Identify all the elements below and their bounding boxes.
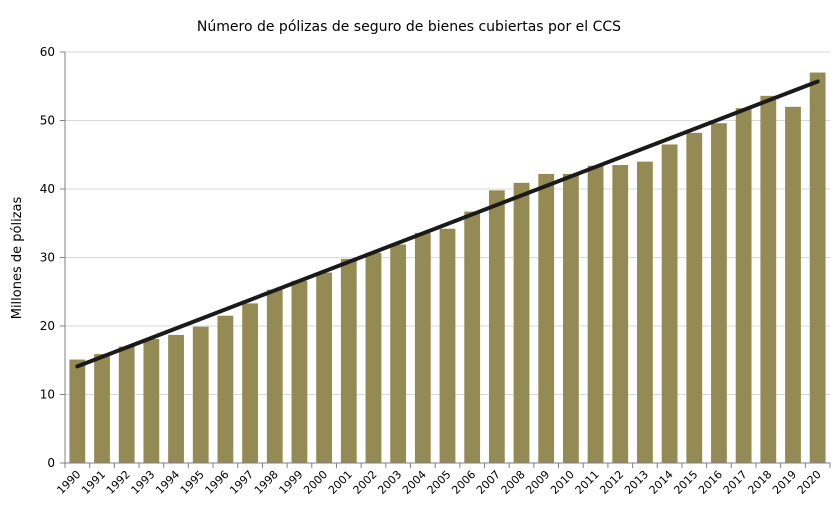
y-tick-label: 20	[40, 319, 55, 333]
bar	[488, 190, 505, 463]
bar	[168, 334, 184, 463]
x-tick-label: 1993	[129, 468, 158, 497]
bar	[94, 354, 110, 463]
x-tick-label: 2017	[721, 468, 750, 497]
bar	[390, 244, 407, 463]
x-tick-label: 1998	[252, 468, 281, 497]
bar	[414, 232, 431, 463]
x-tick-label: 2012	[597, 468, 626, 497]
bar	[538, 173, 555, 463]
bar	[266, 289, 283, 463]
x-tick-label: 2019	[770, 468, 799, 497]
x-tick-label: 2011	[573, 468, 602, 497]
x-tick-label: 2007	[474, 468, 503, 497]
bar	[217, 315, 234, 463]
bar	[661, 144, 678, 463]
bar	[513, 182, 530, 463]
x-tick-label: 2010	[548, 468, 577, 497]
x-tick-label: 1991	[79, 468, 108, 497]
y-tick-label: 30	[40, 251, 55, 265]
bar	[118, 346, 135, 463]
bar	[439, 228, 456, 463]
x-tick-label: 2001	[326, 468, 355, 497]
x-tick-label: 2008	[499, 468, 528, 497]
bar	[711, 123, 727, 464]
x-tick-label: 2003	[375, 468, 404, 497]
bar	[686, 132, 703, 463]
trendline-group	[75, 79, 820, 369]
bar	[291, 280, 308, 463]
x-tick-label: 2018	[745, 468, 774, 497]
bar	[340, 258, 357, 463]
x-tick-label: 2009	[523, 468, 552, 497]
x-tick-label: 2006	[449, 468, 478, 497]
bar	[69, 359, 86, 463]
bar	[562, 173, 579, 463]
x-tick-label: 1996	[203, 468, 232, 497]
bar	[143, 339, 160, 463]
y-tick-label: 50	[40, 114, 55, 128]
x-tick-label: 1999	[277, 468, 306, 497]
y-tick-label: 10	[40, 388, 55, 402]
x-tick-label: 2016	[696, 468, 725, 497]
bar	[760, 95, 777, 463]
x-tick-label: 1992	[104, 468, 133, 497]
y-tick-label: 0	[47, 456, 55, 470]
bar	[809, 72, 826, 464]
x-tick-label: 2015	[671, 468, 700, 497]
bar	[464, 211, 481, 463]
x-tick-label: 2020	[795, 468, 824, 497]
y-tick-labels: 0 10 20 30 40 50 60	[40, 45, 55, 470]
x-tick-label: 1997	[227, 468, 256, 497]
x-tick-label: 1994	[153, 468, 182, 497]
bar	[192, 326, 209, 463]
x-tick-labels: 1990199119921993199419951996199719981999…	[54, 463, 831, 497]
bar	[365, 252, 382, 463]
bars	[69, 72, 826, 464]
y-tick-label: 60	[40, 45, 55, 59]
x-tick-label: 2002	[351, 468, 380, 497]
bar	[242, 303, 258, 463]
bar	[316, 272, 333, 463]
axes	[64, 52, 830, 464]
bar	[587, 165, 604, 463]
bar	[735, 108, 752, 464]
x-tick-label: 2013	[622, 468, 651, 497]
y-axis-label: Millones de pólizas	[10, 197, 25, 320]
x-tick-label: 1990	[54, 468, 83, 497]
y-tick-label: 40	[40, 182, 55, 196]
bar	[785, 106, 801, 464]
x-tick-label: 2005	[425, 468, 454, 497]
chart-title: Número de pólizas de seguro de bienes cu…	[197, 19, 621, 35]
x-tick-label: 1995	[178, 468, 207, 497]
x-tick-label: 2014	[647, 468, 676, 497]
trendline	[75, 79, 820, 369]
bar	[637, 161, 653, 463]
x-tick-label: 2000	[301, 468, 330, 497]
bar	[612, 165, 629, 463]
x-tick-label: 2004	[400, 468, 429, 497]
